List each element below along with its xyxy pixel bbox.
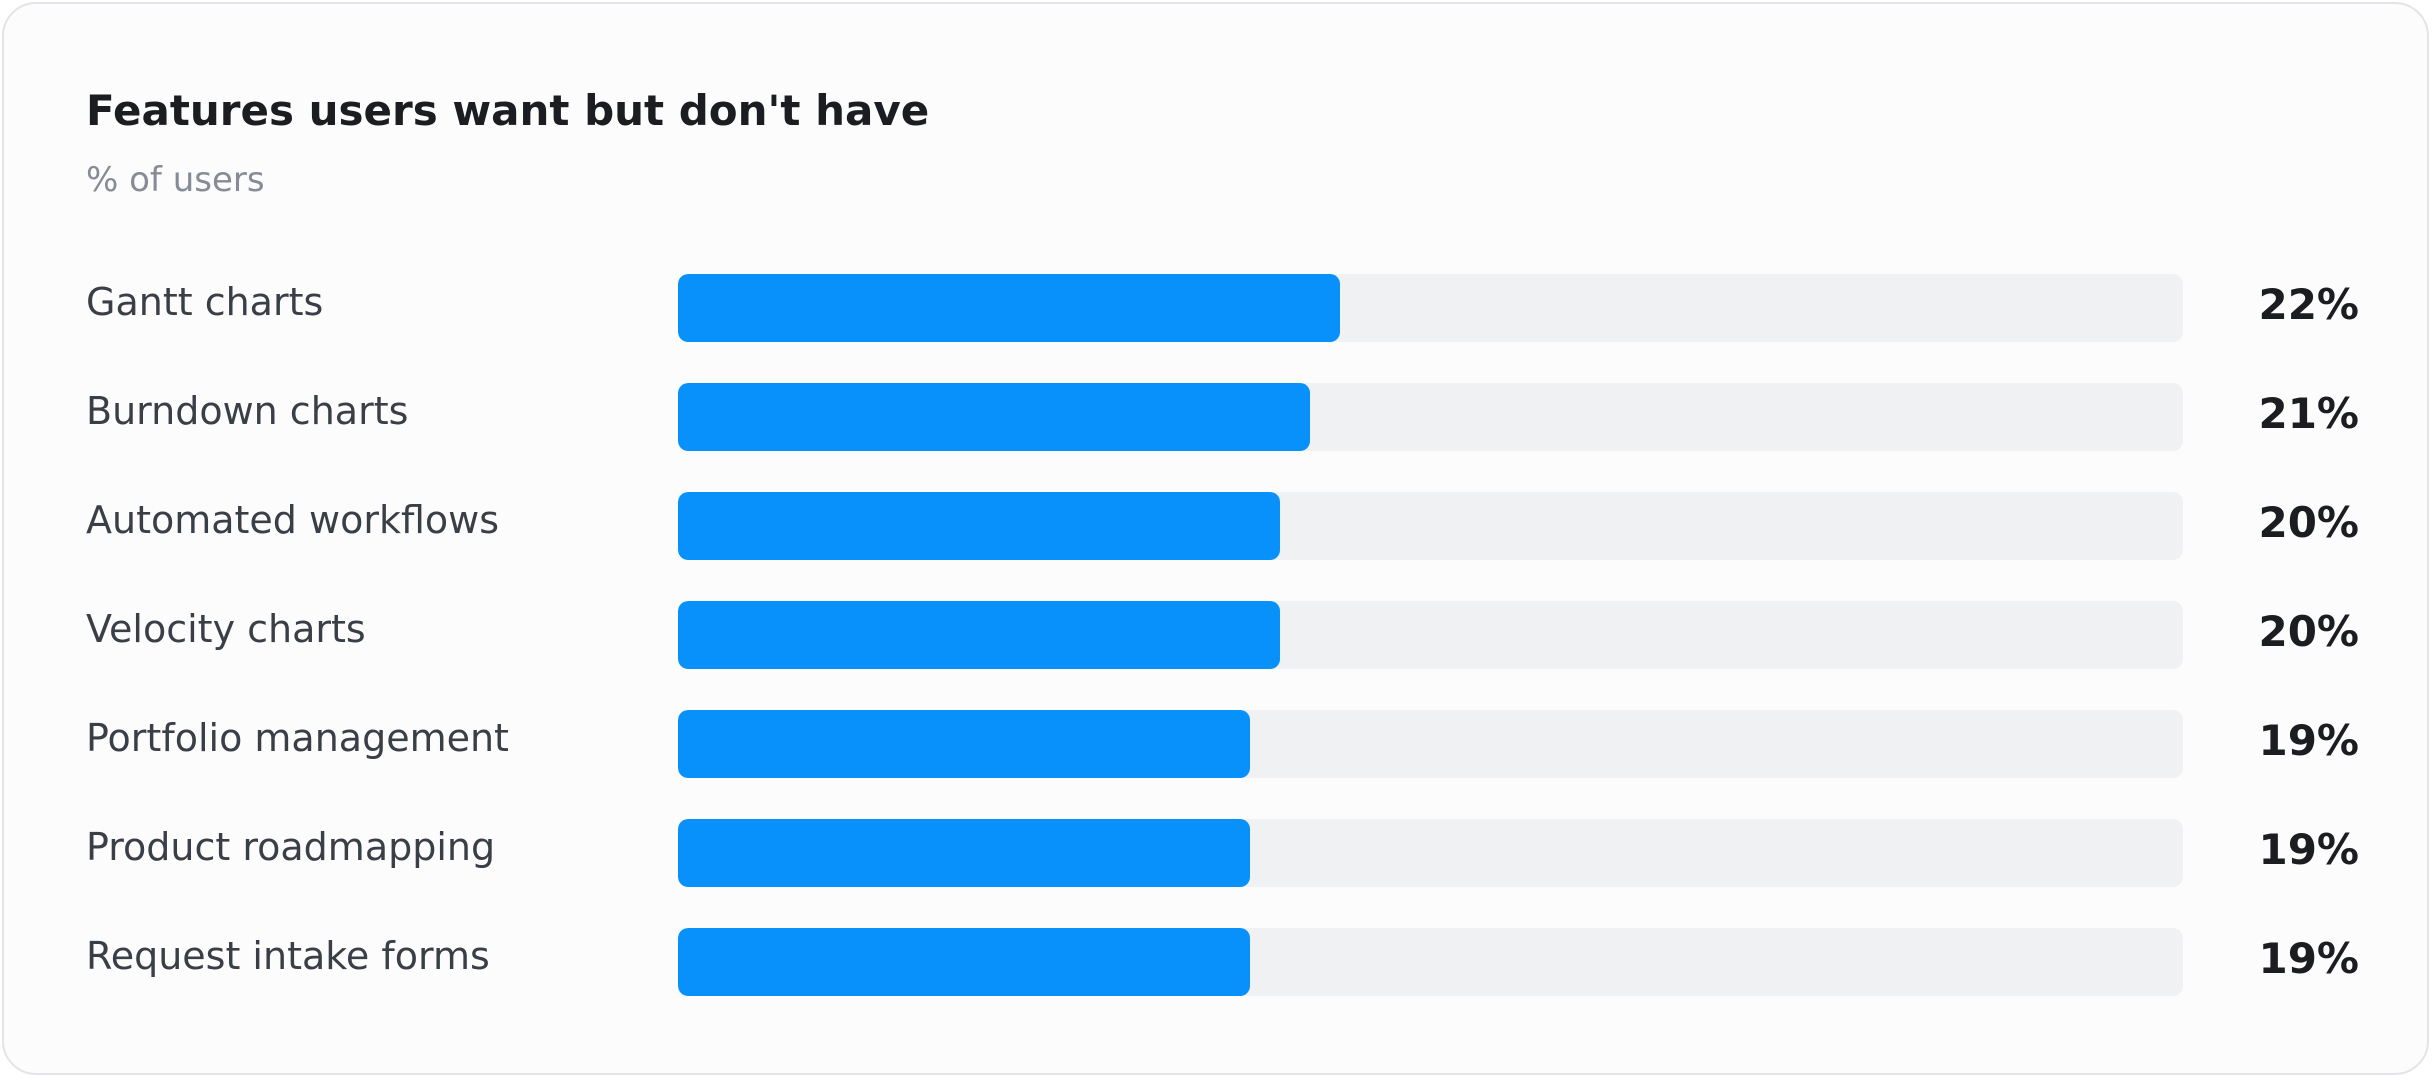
category-label: Portfolio management xyxy=(86,716,509,760)
bar xyxy=(678,928,1250,996)
value-label: 19% xyxy=(2258,825,2359,874)
bar-track xyxy=(678,710,2183,778)
bar xyxy=(678,601,1280,669)
bar-track xyxy=(678,492,2183,560)
value-label: 20% xyxy=(2258,607,2359,656)
bar-row: Request intake forms 19% xyxy=(4,928,2431,996)
category-label: Request intake forms xyxy=(86,934,490,978)
chart-subtitle: % of users xyxy=(86,160,265,200)
bar-track xyxy=(678,928,2183,996)
category-label: Product roadmapping xyxy=(86,825,496,869)
value-label: 19% xyxy=(2258,934,2359,983)
chart-title: Features users want but don't have xyxy=(86,86,930,135)
bar xyxy=(678,274,1340,342)
bar-row: Automated workflows 20% xyxy=(4,492,2431,560)
bar xyxy=(678,710,1250,778)
value-label: 21% xyxy=(2258,389,2359,438)
bar-track xyxy=(678,274,2183,342)
bar-track xyxy=(678,601,2183,669)
bar xyxy=(678,492,1280,560)
value-label: 22% xyxy=(2258,280,2359,329)
bar xyxy=(678,383,1310,451)
bar-row: Gantt charts 22% xyxy=(4,274,2431,342)
bar xyxy=(678,819,1250,887)
category-label: Velocity charts xyxy=(86,607,366,651)
bar-track xyxy=(678,383,2183,451)
bar-row: Velocity charts 20% xyxy=(4,601,2431,669)
bar-row: Portfolio management 19% xyxy=(4,710,2431,778)
bar-track xyxy=(678,819,2183,887)
category-label: Gantt charts xyxy=(86,280,324,324)
value-label: 20% xyxy=(2258,498,2359,547)
bar-row: Product roadmapping 19% xyxy=(4,819,2431,887)
bar-row: Burndown charts 21% xyxy=(4,383,2431,451)
category-label: Automated workflows xyxy=(86,498,500,542)
value-label: 19% xyxy=(2258,716,2359,765)
category-label: Burndown charts xyxy=(86,389,409,433)
